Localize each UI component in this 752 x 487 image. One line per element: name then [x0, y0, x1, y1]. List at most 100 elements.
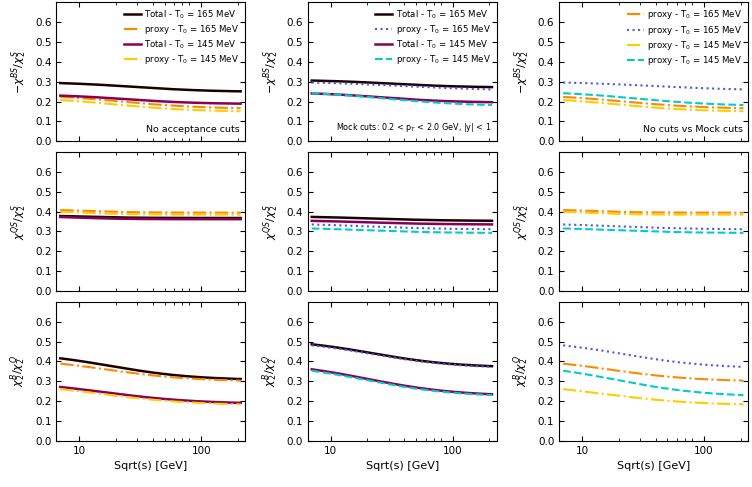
proxy - T$_0$ = 165 MeV — [666, 102, 675, 108]
proxy - T$_0$ = 165 MeV — [666, 84, 675, 90]
proxy - T$_0$ = 165 MeV — [739, 105, 748, 111]
proxy - T$_0$ = 145 MeV — [236, 108, 245, 114]
Line: proxy - T$_0$ = 145 MeV: proxy - T$_0$ = 145 MeV — [563, 93, 744, 105]
Line: proxy - T$_0$ = 165 MeV: proxy - T$_0$ = 165 MeV — [563, 97, 744, 108]
Total - T$_0$ = 165 MeV — [487, 84, 496, 90]
proxy - T$_0$ = 165 MeV — [666, 84, 675, 90]
proxy - T$_0$ = 165 MeV — [56, 94, 65, 100]
proxy - T$_0$ = 145 MeV — [487, 102, 496, 108]
proxy - T$_0$ = 165 MeV — [414, 84, 423, 90]
proxy - T$_0$ = 165 MeV — [559, 94, 568, 100]
proxy - T$_0$ = 145 MeV — [666, 98, 675, 104]
proxy - T$_0$ = 145 MeV — [414, 98, 423, 104]
Legend: Total - T$_0$ = 165 MeV, proxy - T$_0$ = 165 MeV, Total - T$_0$ = 145 MeV, proxy: Total - T$_0$ = 165 MeV, proxy - T$_0$ =… — [374, 7, 493, 68]
Y-axis label: $\chi_2^{B}/\chi_2^Q$: $\chi_2^{B}/\chi_2^Q$ — [9, 356, 29, 387]
proxy - T$_0$ = 145 MeV — [559, 97, 568, 103]
Y-axis label: $\chi^{QS}/\chi_2^S$: $\chi^{QS}/\chi_2^S$ — [10, 204, 29, 240]
proxy - T$_0$ = 165 MeV — [666, 102, 675, 108]
Text: No acceptance cuts: No acceptance cuts — [146, 125, 240, 134]
Legend: Total - T$_0$ = 165 MeV, proxy - T$_0$ = 165 MeV, Total - T$_0$ = 145 MeV, proxy: Total - T$_0$ = 165 MeV, proxy - T$_0$ =… — [122, 7, 241, 68]
proxy - T$_0$ = 145 MeV — [308, 90, 317, 96]
Y-axis label: $-\chi^{BS}/\chi_2^S$: $-\chi^{BS}/\chi_2^S$ — [261, 50, 281, 94]
proxy - T$_0$ = 165 MeV — [669, 103, 678, 109]
proxy - T$_0$ = 145 MeV — [711, 108, 720, 113]
Total - T$_0$ = 165 MeV — [56, 80, 65, 86]
proxy - T$_0$ = 145 MeV — [471, 102, 480, 108]
Total - T$_0$ = 145 MeV — [471, 99, 480, 105]
Y-axis label: $\chi^{QS}/\chi_2^S$: $\chi^{QS}/\chi_2^S$ — [513, 204, 532, 240]
proxy - T$_0$ = 145 MeV — [308, 90, 317, 96]
Y-axis label: $-\chi^{BS}/\chi_2^S$: $-\chi^{BS}/\chi_2^S$ — [10, 50, 29, 94]
Text: Mock cuts: 0.2 < p$_T$ < 2.0 GeV, |y| < 1: Mock cuts: 0.2 < p$_T$ < 2.0 GeV, |y| < … — [336, 121, 491, 134]
Total - T$_0$ = 145 MeV — [56, 93, 65, 98]
proxy - T$_0$ = 165 MeV — [559, 94, 569, 100]
Text: No cuts vs Mock cuts: No cuts vs Mock cuts — [642, 125, 742, 134]
proxy - T$_0$ = 145 MeV — [220, 108, 229, 114]
proxy - T$_0$ = 165 MeV — [722, 105, 731, 111]
Total - T$_0$ = 145 MeV — [220, 100, 229, 106]
Total - T$_0$ = 165 MeV — [417, 82, 426, 88]
proxy - T$_0$ = 165 MeV — [166, 103, 175, 109]
Total - T$_0$ = 145 MeV — [417, 97, 426, 103]
Legend: proxy - T$_0$ = 165 MeV, proxy - T$_0$ = 165 MeV, proxy - T$_0$ = 145 MeV, proxy: proxy - T$_0$ = 165 MeV, proxy - T$_0$ =… — [625, 7, 744, 69]
proxy - T$_0$ = 165 MeV — [308, 79, 317, 85]
proxy - T$_0$ = 145 MeV — [666, 106, 675, 112]
proxy - T$_0$ = 165 MeV — [722, 86, 731, 92]
Line: proxy - T$_0$ = 165 MeV: proxy - T$_0$ = 165 MeV — [563, 82, 744, 90]
proxy - T$_0$ = 165 MeV — [208, 105, 217, 111]
proxy - T$_0$ = 165 MeV — [163, 102, 172, 108]
proxy - T$_0$ = 145 MeV — [162, 106, 171, 112]
proxy - T$_0$ = 145 MeV — [459, 101, 468, 107]
proxy - T$_0$ = 145 MeV — [739, 102, 748, 108]
proxy - T$_0$ = 165 MeV — [559, 79, 569, 85]
Line: Total - T$_0$ = 165 MeV: Total - T$_0$ = 165 MeV — [312, 80, 492, 87]
Total - T$_0$ = 165 MeV — [414, 82, 423, 88]
Total - T$_0$ = 165 MeV — [220, 88, 229, 94]
X-axis label: Sqrt(s) [GeV]: Sqrt(s) [GeV] — [617, 461, 690, 471]
proxy - T$_0$ = 145 MeV — [722, 108, 731, 114]
proxy - T$_0$ = 165 MeV — [669, 84, 678, 90]
X-axis label: Sqrt(s) [GeV]: Sqrt(s) [GeV] — [365, 461, 439, 471]
proxy - T$_0$ = 165 MeV — [711, 86, 720, 92]
Total - T$_0$ = 165 MeV — [471, 84, 480, 90]
proxy - T$_0$ = 145 MeV — [666, 106, 675, 112]
Total - T$_0$ = 145 MeV — [208, 100, 217, 106]
Total - T$_0$ = 145 MeV — [236, 101, 245, 107]
proxy - T$_0$ = 145 MeV — [722, 102, 731, 108]
proxy - T$_0$ = 145 MeV — [669, 99, 678, 105]
Total - T$_0$ = 145 MeV — [56, 93, 65, 98]
Total - T$_0$ = 145 MeV — [487, 99, 496, 105]
Line: proxy - T$_0$ = 165 MeV: proxy - T$_0$ = 165 MeV — [60, 97, 241, 108]
proxy - T$_0$ = 145 MeV — [166, 106, 175, 112]
proxy - T$_0$ = 145 MeV — [666, 98, 675, 104]
Line: proxy - T$_0$ = 145 MeV: proxy - T$_0$ = 145 MeV — [563, 100, 744, 111]
proxy - T$_0$ = 145 MeV — [559, 97, 569, 103]
Y-axis label: $-\chi^{BS}/\chi_2^S$: $-\chi^{BS}/\chi_2^S$ — [513, 50, 532, 94]
proxy - T$_0$ = 165 MeV — [459, 86, 468, 92]
proxy - T$_0$ = 145 MeV — [414, 98, 423, 104]
Total - T$_0$ = 165 MeV — [163, 86, 172, 92]
proxy - T$_0$ = 165 MeV — [487, 87, 496, 93]
Total - T$_0$ = 165 MeV — [308, 77, 317, 83]
proxy - T$_0$ = 145 MeV — [56, 97, 65, 103]
Y-axis label: $\chi_2^{B}/\chi_2^Q$: $\chi_2^{B}/\chi_2^Q$ — [261, 356, 281, 387]
proxy - T$_0$ = 165 MeV — [414, 84, 423, 90]
Total - T$_0$ = 165 MeV — [166, 86, 175, 92]
proxy - T$_0$ = 145 MeV — [208, 108, 217, 113]
proxy - T$_0$ = 145 MeV — [56, 97, 65, 103]
Line: proxy - T$_0$ = 165 MeV: proxy - T$_0$ = 165 MeV — [312, 82, 492, 90]
proxy - T$_0$ = 145 MeV — [739, 108, 748, 114]
Total - T$_0$ = 165 MeV — [414, 82, 423, 88]
proxy - T$_0$ = 145 MeV — [669, 106, 678, 112]
Line: Total - T$_0$ = 165 MeV: Total - T$_0$ = 165 MeV — [60, 83, 241, 92]
proxy - T$_0$ = 145 MeV — [163, 106, 172, 112]
Total - T$_0$ = 145 MeV — [308, 91, 317, 96]
Line: proxy - T$_0$ = 145 MeV: proxy - T$_0$ = 145 MeV — [312, 93, 492, 105]
Total - T$_0$ = 165 MeV — [459, 84, 468, 90]
Line: Total - T$_0$ = 145 MeV: Total - T$_0$ = 145 MeV — [312, 94, 492, 102]
Line: Total - T$_0$ = 145 MeV: Total - T$_0$ = 145 MeV — [60, 95, 241, 104]
proxy - T$_0$ = 165 MeV — [471, 86, 480, 92]
proxy - T$_0$ = 165 MeV — [220, 105, 229, 111]
X-axis label: Sqrt(s) [GeV]: Sqrt(s) [GeV] — [114, 461, 187, 471]
proxy - T$_0$ = 165 MeV — [162, 102, 171, 108]
